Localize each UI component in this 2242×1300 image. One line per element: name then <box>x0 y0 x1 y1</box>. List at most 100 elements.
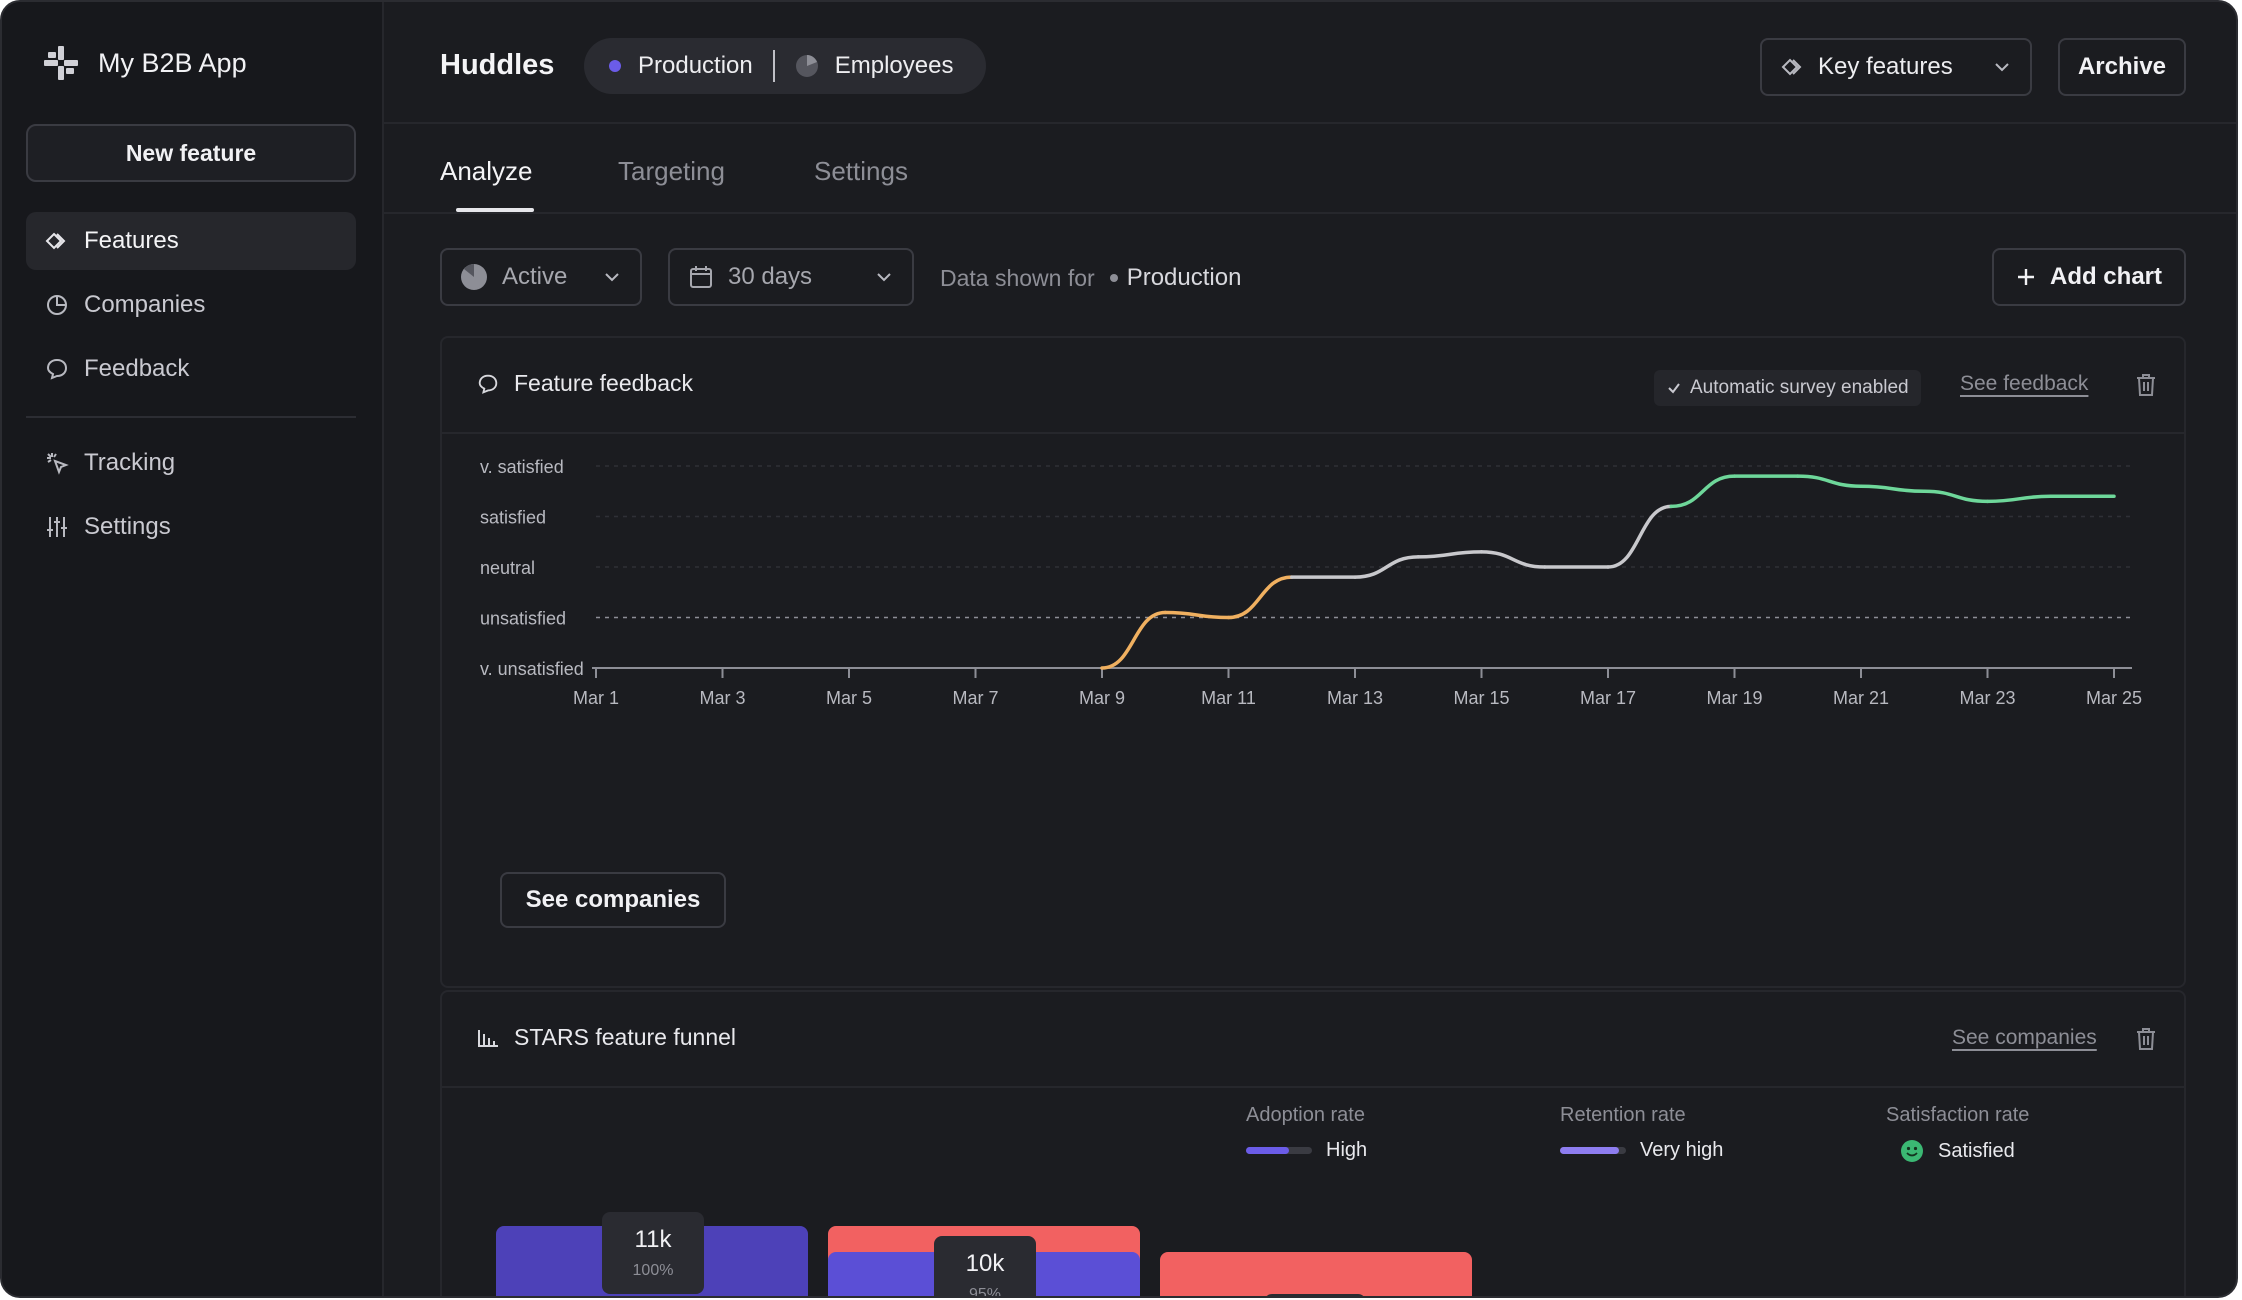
funnel-value-tooltip: 11k 100% <box>602 1212 704 1294</box>
retention-level-fill <box>1560 1147 1620 1154</box>
main-content: Huddles Production Employees Key feature… <box>384 2 2236 1296</box>
environment-switcher[interactable]: Production Employees <box>584 38 986 94</box>
y-tick-label: neutral <box>480 558 535 578</box>
y-tick-label: v. unsatisfied <box>480 659 584 679</box>
chevron-down-icon <box>605 273 619 282</box>
trash-icon[interactable] <box>2134 1026 2158 1052</box>
series-line-segment <box>1859 484 1926 493</box>
x-tick-label: Mar 15 <box>1453 688 1509 708</box>
series-line-segment <box>1606 504 1673 569</box>
check-icon <box>1668 383 1680 394</box>
date-range-label: 30 days <box>728 263 813 290</box>
key-features-dropdown[interactable]: Key features <box>1760 38 2032 96</box>
chevron-down-icon <box>877 273 891 282</box>
feature-feedback-card: Feature feedback Automatic survey enable… <box>440 336 2186 988</box>
funnel-bar[interactable] <box>1160 1252 1472 1296</box>
series-line-segment <box>1669 474 1737 509</box>
sidebar-item-label: Feedback <box>84 355 190 382</box>
page-header: Huddles Production Employees Key feature… <box>384 2 2236 124</box>
sidebar-item-settings[interactable]: Settings <box>26 498 356 556</box>
status-filter-dropdown[interactable]: Active <box>440 248 642 306</box>
data-scope-environment-label: Production <box>1126 264 1242 291</box>
tooltip-value: 10k <box>965 1250 1005 1277</box>
funnel-chart-icon <box>478 1029 498 1047</box>
see-companies-link[interactable]: See companies <box>1952 1026 2097 1049</box>
audience-segment[interactable]: Employees <box>795 52 954 80</box>
tab-bar: Analyze Targeting Settings <box>384 126 2236 214</box>
x-tick-label: Mar 3 <box>699 688 745 708</box>
metric-label: Satisfaction rate <box>1886 1104 2030 1126</box>
add-chart-label: Add chart <box>2049 263 2162 290</box>
key-features-label: Key features <box>1818 53 1953 80</box>
survey-status-badge: Automatic survey enabled <box>1654 370 1921 406</box>
series-line-segment <box>1985 494 2053 504</box>
metric-value: Satisfied <box>1886 1139 2029 1163</box>
sidebar-item-tracking[interactable]: Tracking <box>26 434 356 492</box>
add-chart-button[interactable]: Add chart <box>1992 248 2186 306</box>
retention-level-bar <box>1560 1147 1626 1154</box>
app-logo-icon <box>44 46 78 80</box>
retention-rate-metric: Retention rate Very high <box>1560 1104 1723 1162</box>
x-tick-label: Mar 23 <box>1959 688 2015 708</box>
sidebar-item-features[interactable]: Features <box>26 212 356 270</box>
feedback-line-chart: v. unsatisfied unsatisfied neutral satisfie… <box>480 457 2142 708</box>
see-companies-button[interactable]: See companies <box>500 872 726 928</box>
trash-icon[interactable] <box>2134 372 2158 398</box>
x-tick-label: Mar 21 <box>1833 688 1889 708</box>
metric-value: Very high <box>1560 1139 1723 1162</box>
series-line-segment <box>1416 550 1484 559</box>
new-feature-button[interactable]: New feature <box>26 124 356 182</box>
audience-label: Employees <box>834 52 954 79</box>
metric-label: Retention rate <box>1560 1104 1686 1126</box>
x-tick-label: Mar 17 <box>1580 688 1636 708</box>
archive-button[interactable]: Archive <box>2058 38 2186 96</box>
date-range-dropdown[interactable]: 30 days <box>668 248 914 306</box>
x-tick-label: Mar 19 <box>1706 688 1762 708</box>
x-tick-label: Mar 11 <box>1201 688 1256 708</box>
series-line-segment <box>1922 489 1990 504</box>
y-tick-label: satisfied <box>480 508 546 528</box>
card-header: Feature feedback Automatic survey enable… <box>442 338 2184 434</box>
adoption-level-fill <box>1246 1147 1289 1154</box>
environment-segment[interactable]: Production <box>608 52 753 80</box>
tooltip-percent: 95% <box>968 1286 1002 1298</box>
tab-analyze[interactable]: Analyze <box>440 156 533 186</box>
series-line-segment <box>1796 474 1863 488</box>
sidebar-item-label: Companies <box>84 291 206 318</box>
smiley-icon <box>1901 1140 1923 1162</box>
metric-value-label: High <box>1326 1139 1368 1161</box>
sidebar-item-feedback[interactable]: Feedback <box>26 340 356 398</box>
series-line-segment <box>1479 550 1547 569</box>
card-title-label: Feature feedback <box>514 370 694 396</box>
tab-targeting[interactable]: Targeting <box>618 156 725 186</box>
diamond-icon <box>1781 58 1802 76</box>
status-filter-label: Active <box>502 263 568 290</box>
feature-funnel-card: STARS feature funnel See companies Adopt… <box>440 990 2186 1298</box>
card-title: STARS feature funnel <box>476 1024 736 1051</box>
adoption-rate-metric: Adoption rate High <box>1246 1104 1367 1162</box>
data-scope: Data shown for Production <box>940 264 1241 292</box>
tab-settings[interactable]: Settings <box>814 156 908 186</box>
app-name: My B2B App <box>98 47 247 78</box>
status-dot-icon <box>1109 274 1118 282</box>
see-feedback-link[interactable]: See feedback <box>1960 372 2089 395</box>
y-tick-label: v. satisfied <box>480 457 564 477</box>
active-tab-indicator <box>456 208 534 212</box>
chat-bubble-icon <box>478 374 498 394</box>
metric-value: High <box>1246 1139 1367 1162</box>
page-title: Huddles <box>440 49 555 81</box>
metric-value-label: Satisfied <box>1938 1139 2015 1162</box>
x-tick-label: Mar 5 <box>826 688 872 708</box>
sliders-icon <box>47 517 67 537</box>
data-scope-label: Data shown for <box>940 264 1095 291</box>
partial-pie-icon <box>461 264 487 290</box>
pill-separator <box>772 50 775 82</box>
sidebar: My B2B App New feature Features Companie… <box>2 2 384 1296</box>
status-dot-icon <box>609 60 621 72</box>
sidebar-item-companies[interactable]: Companies <box>26 276 356 334</box>
funnel-value-tooltip: 10k 95% <box>934 1236 1036 1298</box>
brand[interactable]: My B2B App <box>42 44 247 82</box>
card-header: STARS feature funnel See companies <box>442 992 2184 1088</box>
chevron-down-icon <box>1995 63 2009 72</box>
